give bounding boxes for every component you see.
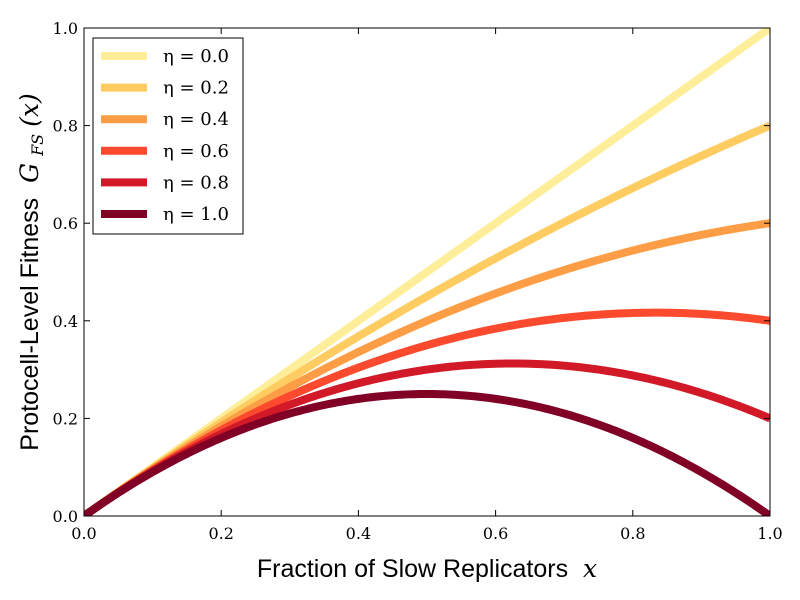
y-tick-label: 0.4 xyxy=(53,312,78,331)
y-tick-label: 1.0 xyxy=(53,19,78,38)
x-tick-label: 0.2 xyxy=(208,524,233,543)
y-axis-label: Protocell-Level Fitness G FS (x) xyxy=(15,93,49,450)
ticks-layer: 0.0 0.2 0.4 0.6 0.8 1.0 0.0 0.2 0.4 0.6 0.8 1.0 xyxy=(53,19,783,543)
y-tick-label: 0.8 xyxy=(53,117,78,136)
x-axis-label-variable: x xyxy=(583,554,597,583)
y-axis-label-variable: G xyxy=(15,163,44,183)
legend-label: η = 0.0 xyxy=(163,46,229,67)
y-tick-label: 0.0 xyxy=(53,507,78,526)
legend-box xyxy=(92,37,244,235)
x-axis-label-text: Fraction of Slow Replicators xyxy=(257,555,568,583)
x-tick-label: 0.0 xyxy=(71,524,96,543)
legend-label: η = 0.6 xyxy=(163,141,229,162)
plot-frame xyxy=(83,27,771,517)
legend-label: η = 0.4 xyxy=(163,109,229,130)
x-tick-label: 0.6 xyxy=(483,524,508,543)
legend-label: η = 1.0 xyxy=(163,204,229,225)
x-tick-label: 1.0 xyxy=(757,524,782,543)
y-tick-label: 0.2 xyxy=(53,409,78,428)
series-line-eta-1-0 xyxy=(84,390,770,516)
legend: η = 0.0 η = 0.2 η = 0.4 η = 0.6 η = 0.8 η = 1… xyxy=(92,37,244,235)
legend-label: η = 0.2 xyxy=(163,78,229,99)
x-tick-label: 0.8 xyxy=(620,524,645,543)
series-layer xyxy=(84,28,770,516)
legend-label: η = 0.8 xyxy=(163,172,229,193)
y-tick-label: 0.6 xyxy=(53,214,78,233)
y-axis-label-argument: (x) xyxy=(15,93,44,127)
y-axis-label-subscript: FS xyxy=(28,134,47,157)
x-axis-label: Fraction of Slow Replicators x xyxy=(257,554,597,583)
y-axis-label-text: Protocell-Level Fitness xyxy=(16,198,44,451)
x-tick-label: 0.4 xyxy=(346,524,371,543)
